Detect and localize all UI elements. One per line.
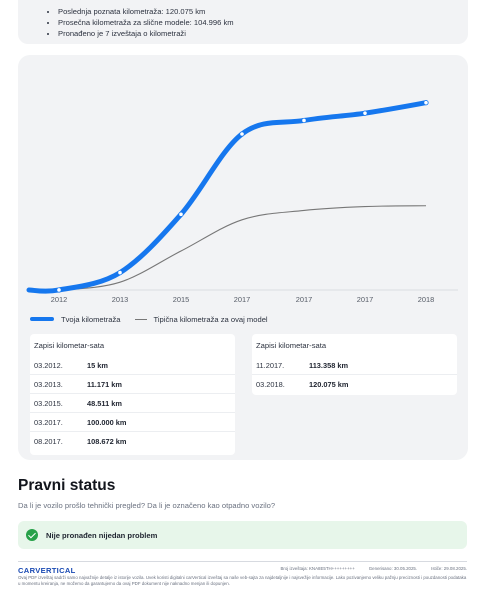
data-point[interactable]	[301, 117, 307, 124]
record-date: 03.2013.	[34, 380, 63, 389]
mileage-summary-card: i Poslednja poznata kilometraža: 120.075…	[18, 0, 468, 44]
legal-status-question: Da li je vozilo prošlo tehnički pregled?…	[18, 501, 276, 510]
x-tick-label: 2017	[357, 295, 373, 304]
x-tick-label: 2017	[234, 295, 250, 304]
report-meta: Broj izveštaja: KNA8E5TH+++++++++ Generi…	[266, 566, 467, 571]
odometer-records-table-right: Zapisi kilometar-sata 11.2017. 113.358 k…	[252, 334, 457, 395]
legend-swatch-typical	[134, 318, 147, 320]
record-value: 15 km	[87, 361, 108, 370]
record-value: 120.075 km	[309, 380, 349, 389]
legend-swatch-main	[30, 317, 54, 321]
table-row: 08.2017. 108.672 km	[30, 432, 235, 451]
x-tick-label: 2015	[173, 295, 189, 304]
record-date: 03.2017.	[34, 418, 63, 427]
mileage-summary-list: Poslednja poznata kilometraža: 120.075 k…	[58, 6, 234, 39]
mileage-chart-card: 2012 2013 2015 2017 2017 2017 2018 Tvoja kilom…	[18, 55, 468, 460]
summary-item: Pronađeno je 7 izveštaja o kilometraži	[58, 28, 234, 39]
legal-status-text: Nije pronađen nijedan problem	[46, 531, 158, 540]
x-tick-label: 2013	[112, 295, 128, 304]
table-title: Zapisi kilometar-sata	[256, 341, 327, 350]
record-date: 03.2015.	[34, 399, 63, 408]
data-point[interactable]	[239, 131, 245, 137]
data-point[interactable]	[117, 269, 123, 276]
data-point[interactable]	[178, 211, 184, 217]
record-value: 100.000 km	[87, 418, 127, 427]
table-row: 03.2012. 15 km	[30, 356, 235, 375]
series-line-main	[26, 100, 429, 294]
brand-logo: CARVERTICAL	[18, 566, 76, 575]
legal-status-result: Nije pronađen nijedan problem	[18, 521, 467, 549]
record-value: 11.171 km	[87, 380, 122, 389]
expiry-date: Ističe: 29.08.2025.	[431, 566, 467, 571]
record-value: 48.511 km	[87, 399, 122, 408]
table-row: 03.2017. 100.000 km	[30, 413, 235, 432]
disclaimer-text: Ovaj PDF izveštaj sadrži samo najvažnije…	[18, 575, 467, 586]
record-value: 108.672 km	[87, 437, 127, 446]
odometer-records-table-left: Zapisi kilometar-sata 03.2012. 15 km 03.…	[30, 334, 235, 455]
page-footer: CARVERTICAL Broj izveštaja: KNA8E5TH++++…	[18, 561, 467, 586]
table-title: Zapisi kilometar-sata	[34, 341, 105, 350]
record-date: 11.2017.	[256, 361, 285, 370]
generated-date: Generisano: 30.05.2025.	[368, 566, 418, 571]
record-date: 08.2017.	[34, 437, 63, 446]
x-tick-label: 2017	[296, 295, 312, 304]
record-value: 113.358 km	[309, 361, 349, 370]
table-row: 03.2013. 11.171 km	[30, 375, 235, 394]
check-circle-icon	[26, 529, 38, 541]
table-row: 11.2017. 113.358 km	[252, 356, 457, 375]
x-tick-label: 2018	[418, 295, 434, 304]
summary-item: Prosečna kilometraža za slične modele: 1…	[58, 17, 234, 28]
record-date: 03.2018.	[256, 380, 285, 389]
series-line-typical	[28, 205, 427, 292]
chart-legend: Tvoja kilometraža Tipična kilometraža za…	[30, 313, 268, 325]
mileage-chart: 2012 2013 2015 2017 2017 2017 2018	[26, 100, 458, 304]
data-point[interactable]	[56, 287, 62, 293]
table-row: 03.2018. 120.075 km	[252, 375, 457, 394]
legend-label-main: Tvoja kilometraža	[61, 314, 121, 324]
table-row: 03.2015. 48.511 km	[30, 394, 235, 413]
legal-status-heading: Pravni status	[18, 477, 116, 494]
summary-item: Poslednja poznata kilometraža: 120.075 k…	[58, 6, 234, 17]
legend-label-typical: Tipična kilometraža za ovaj model	[153, 314, 268, 324]
report-number: Broj izveštaja: KNA8E5TH+++++++++	[280, 566, 355, 571]
record-date: 03.2012.	[34, 361, 63, 370]
data-point[interactable]	[423, 100, 429, 106]
data-point[interactable]	[362, 110, 368, 116]
x-tick-label: 2012	[51, 295, 67, 304]
